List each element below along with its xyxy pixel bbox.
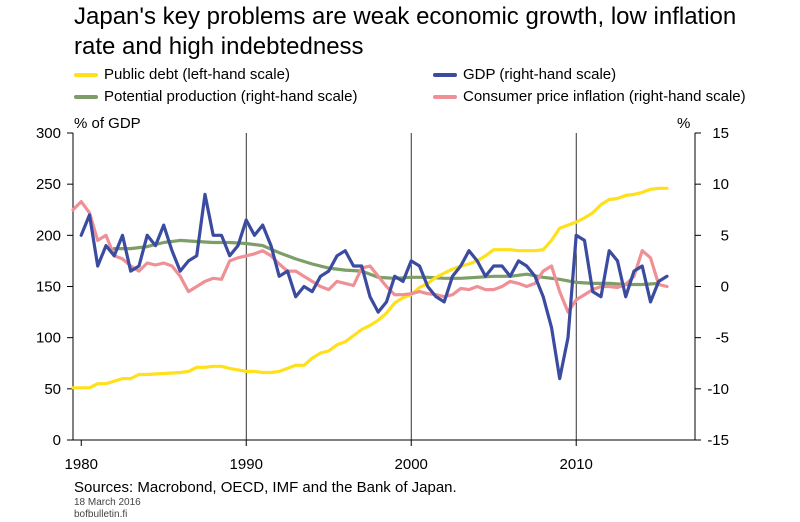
publication-date: 18 March 2016 — [74, 497, 141, 508]
left-tick-label-200: 200 — [36, 227, 61, 244]
left-tick-label-50: 50 — [44, 381, 61, 398]
legend-swatch-gdp — [433, 73, 457, 77]
legend-swatch-cpi — [433, 95, 457, 99]
legend-item-gdp: GDP (right-hand scale) — [433, 66, 616, 84]
x-tick-label-1990: 1990 — [230, 456, 263, 473]
series-potential-production-line — [112, 238, 661, 287]
right-tick-label-10: 10 — [712, 176, 729, 193]
chart-title: Japan's key problems are weak economic g… — [74, 3, 737, 60]
source-note: Sources: Macrobond, OECD, IMF and the Ba… — [74, 479, 457, 496]
right-tick-label-0: 0 — [721, 279, 729, 296]
right-axis-unit: % — [677, 115, 691, 132]
left-axis-unit: % of GDP — [74, 115, 141, 132]
left-tick-label-100: 100 — [36, 330, 61, 347]
x-tick-label-1980: 1980 — [65, 456, 98, 473]
right-tick-label--15: -15 — [707, 432, 729, 449]
series-public-debt-line — [71, 186, 669, 390]
legend-item-public-debt: Public debt (left-hand scale) — [74, 66, 290, 84]
legend-label-public-debt: Public debt (left-hand scale) — [104, 66, 290, 83]
left-tick-label-300: 300 — [36, 125, 61, 142]
legend-label-cpi: Consumer price inflation (right-hand sca… — [463, 88, 746, 105]
legend: Public debt (left-hand scale) GDP (right… — [74, 66, 794, 106]
series-gdp-line — [79, 192, 669, 381]
right-tick-label-15: 15 — [712, 125, 729, 142]
legend-label-gdp: GDP (right-hand scale) — [463, 66, 617, 83]
left-tick-label-250: 250 — [36, 176, 61, 193]
site-name: bofbulletin.fi — [74, 509, 128, 520]
series-cpi-line — [71, 200, 669, 314]
x-tick-label-2010: 2010 — [560, 456, 593, 473]
right-tick-label--5: -5 — [716, 330, 729, 347]
left-tick-label-150: 150 — [36, 279, 61, 296]
x-tick-label-2000: 2000 — [395, 456, 428, 473]
legend-label-potential-production: Potential production (right-hand scale) — [104, 88, 358, 105]
right-tick-label-5: 5 — [721, 227, 729, 244]
right-tick-label--10: -10 — [707, 381, 729, 398]
legend-swatch-public-debt — [74, 73, 98, 77]
legend-item-potential-production: Potential production (right-hand scale) — [74, 88, 357, 106]
legend-swatch-potential-production — [74, 95, 98, 99]
left-tick-label-0: 0 — [53, 432, 61, 449]
legend-item-cpi: Consumer price inflation (right-hand sca… — [433, 88, 746, 106]
